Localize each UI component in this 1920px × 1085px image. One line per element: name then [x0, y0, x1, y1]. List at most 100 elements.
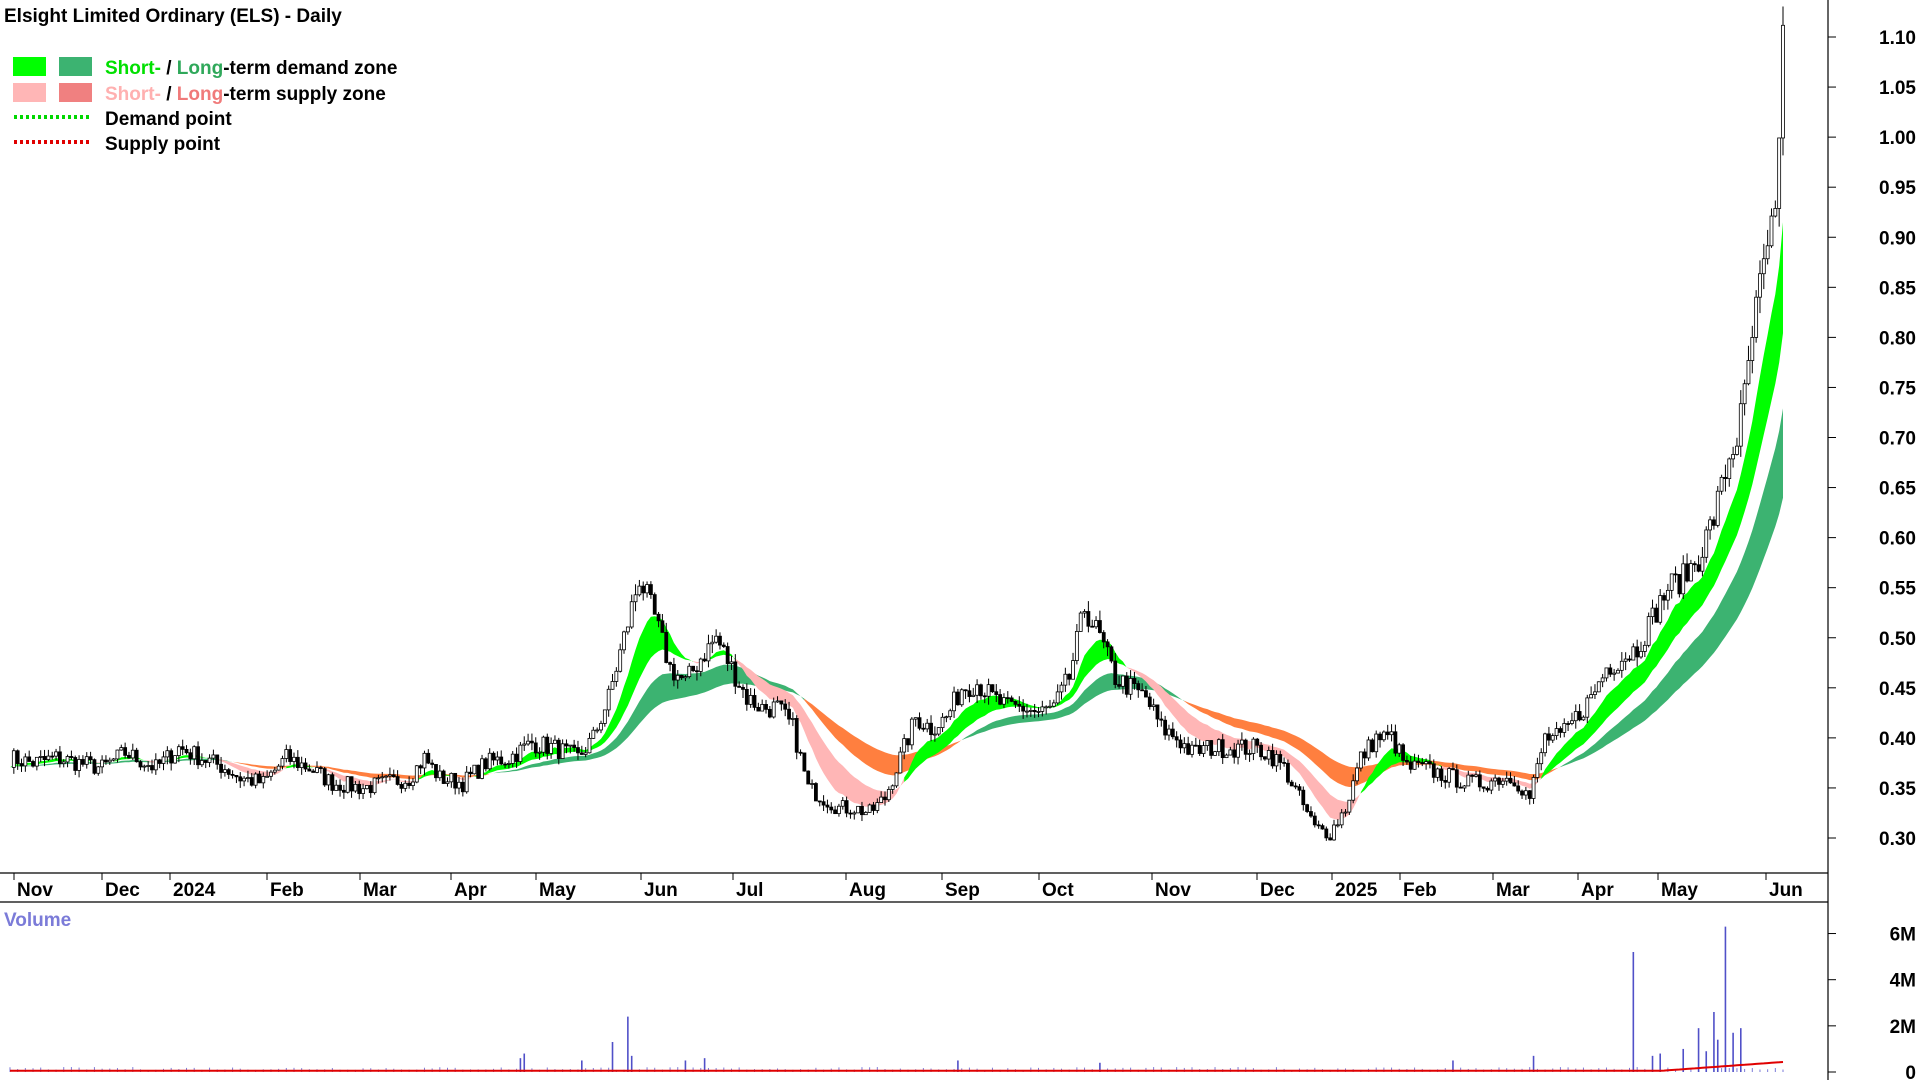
volume-label: Volume — [4, 910, 71, 931]
candle — [1692, 561, 1697, 573]
candle — [1688, 559, 1693, 582]
candle — [1048, 699, 1052, 709]
candle — [1067, 673, 1072, 686]
candle — [1665, 583, 1670, 610]
candle — [1186, 736, 1191, 756]
candle — [1251, 737, 1256, 761]
short-term-supply-zone — [217, 758, 287, 777]
candle — [1389, 724, 1394, 742]
candle — [1493, 774, 1498, 787]
candle — [1700, 546, 1705, 577]
candle — [917, 712, 922, 731]
price-tick-label: 1.10 — [1879, 28, 1916, 49]
candle — [1554, 721, 1559, 740]
candle — [645, 581, 649, 598]
short-term-demand-zone — [904, 639, 1127, 782]
candle — [11, 748, 16, 774]
candle — [1673, 566, 1678, 583]
candle — [1128, 670, 1133, 700]
candle — [637, 579, 642, 597]
candle — [1669, 573, 1674, 599]
candle — [1735, 437, 1739, 456]
short-term-demand-zone — [416, 770, 456, 780]
candle — [894, 772, 899, 788]
candle — [860, 801, 864, 822]
time-tick-label: Dec — [105, 880, 140, 901]
candle — [1293, 782, 1298, 790]
candle — [1147, 692, 1152, 710]
candle — [1750, 325, 1755, 374]
candle — [388, 767, 392, 781]
price-tick-label: 0.45 — [1879, 679, 1916, 700]
candle — [556, 737, 561, 765]
candle — [1170, 722, 1175, 740]
candle — [1589, 686, 1594, 699]
candle — [1113, 653, 1118, 689]
candle — [153, 753, 158, 775]
candle — [1163, 715, 1168, 740]
candle — [1347, 799, 1352, 815]
candle — [1466, 770, 1471, 787]
candle — [695, 665, 699, 681]
candle — [821, 795, 826, 812]
candle — [226, 768, 231, 779]
candle — [464, 766, 469, 794]
legend-swatch — [59, 83, 92, 102]
candle — [472, 764, 477, 775]
candle — [1017, 696, 1022, 713]
candle — [1144, 685, 1148, 698]
candle — [1355, 762, 1359, 785]
candle — [568, 744, 573, 754]
candle — [1474, 770, 1478, 778]
price-tick-label: 1.05 — [1879, 78, 1916, 99]
candle — [1301, 786, 1306, 811]
candle — [1236, 739, 1240, 765]
candle — [814, 782, 818, 802]
candle — [587, 732, 592, 754]
candle — [979, 683, 983, 700]
candle — [1654, 603, 1659, 623]
candle — [925, 718, 930, 733]
candle — [526, 733, 530, 746]
candle — [1631, 643, 1636, 661]
candle — [967, 684, 972, 703]
candle — [1362, 748, 1367, 766]
candle — [1738, 390, 1743, 457]
candle — [660, 613, 665, 633]
candle — [1151, 698, 1156, 711]
candle — [541, 735, 546, 756]
candle — [1025, 703, 1029, 718]
candle — [165, 746, 170, 765]
time-tick-label: Nov — [17, 880, 53, 901]
candle — [1190, 740, 1194, 758]
candle — [1205, 740, 1210, 751]
candle — [130, 743, 135, 761]
candle — [1040, 700, 1045, 717]
candle — [207, 754, 212, 768]
candle — [123, 742, 128, 759]
candle — [1197, 739, 1202, 756]
candle — [1642, 640, 1647, 658]
candle — [169, 748, 174, 771]
candle — [817, 800, 822, 807]
short-term-demand-zone — [474, 616, 694, 777]
candle — [1577, 704, 1582, 722]
candle — [61, 759, 66, 768]
candle — [1516, 780, 1521, 794]
candle — [1681, 555, 1686, 600]
candle — [81, 755, 85, 767]
candle — [315, 761, 319, 774]
price-tick-label: 1.00 — [1879, 128, 1916, 149]
candle — [1086, 601, 1091, 633]
candle — [1470, 774, 1475, 783]
candle — [1224, 753, 1229, 759]
short-term-supply-zone — [320, 767, 417, 787]
candle — [672, 657, 676, 687]
chart-title: Elsight Limited Ordinary (ELS) - Daily — [4, 6, 342, 27]
candle — [1117, 675, 1121, 689]
candle — [1754, 290, 1759, 343]
candle — [560, 739, 565, 759]
candle — [1239, 732, 1244, 751]
candle — [403, 780, 408, 792]
candle — [1358, 751, 1363, 772]
